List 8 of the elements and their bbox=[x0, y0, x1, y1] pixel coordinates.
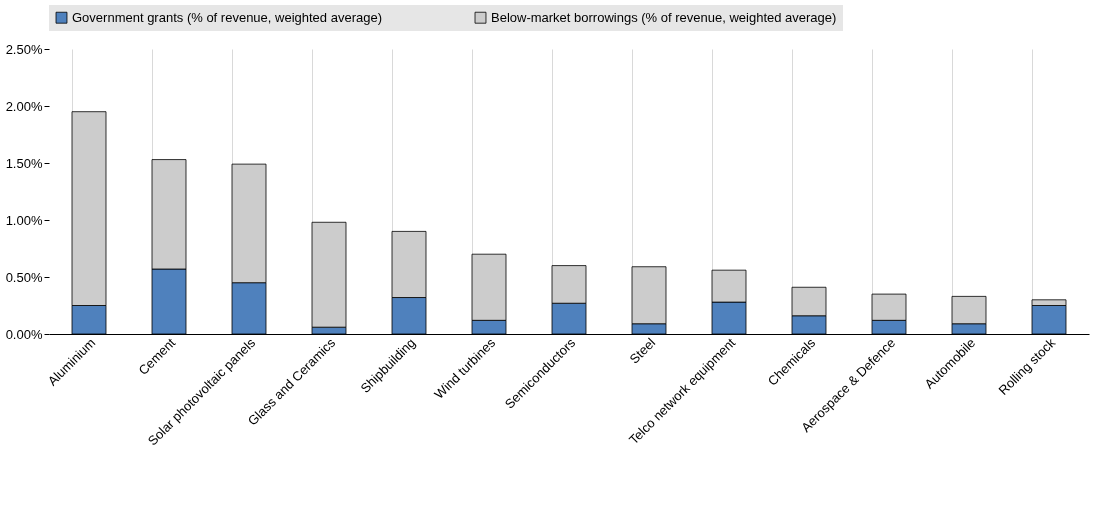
y-tick-label: 1.50% bbox=[5, 155, 43, 171]
legend-label: Government grants (% of revenue, weighted average) bbox=[72, 9, 383, 25]
y-tick-label: 1.00% bbox=[5, 212, 43, 228]
y-tick-label: 2.00% bbox=[5, 98, 43, 114]
y-tick-label: 0.50% bbox=[5, 269, 43, 285]
y-tick-label: 2.50% bbox=[5, 41, 43, 57]
legend-label: Below-market borrowings (% of revenue, weighted average) bbox=[491, 9, 837, 25]
y-tick-label: 0.00% bbox=[5, 326, 43, 342]
